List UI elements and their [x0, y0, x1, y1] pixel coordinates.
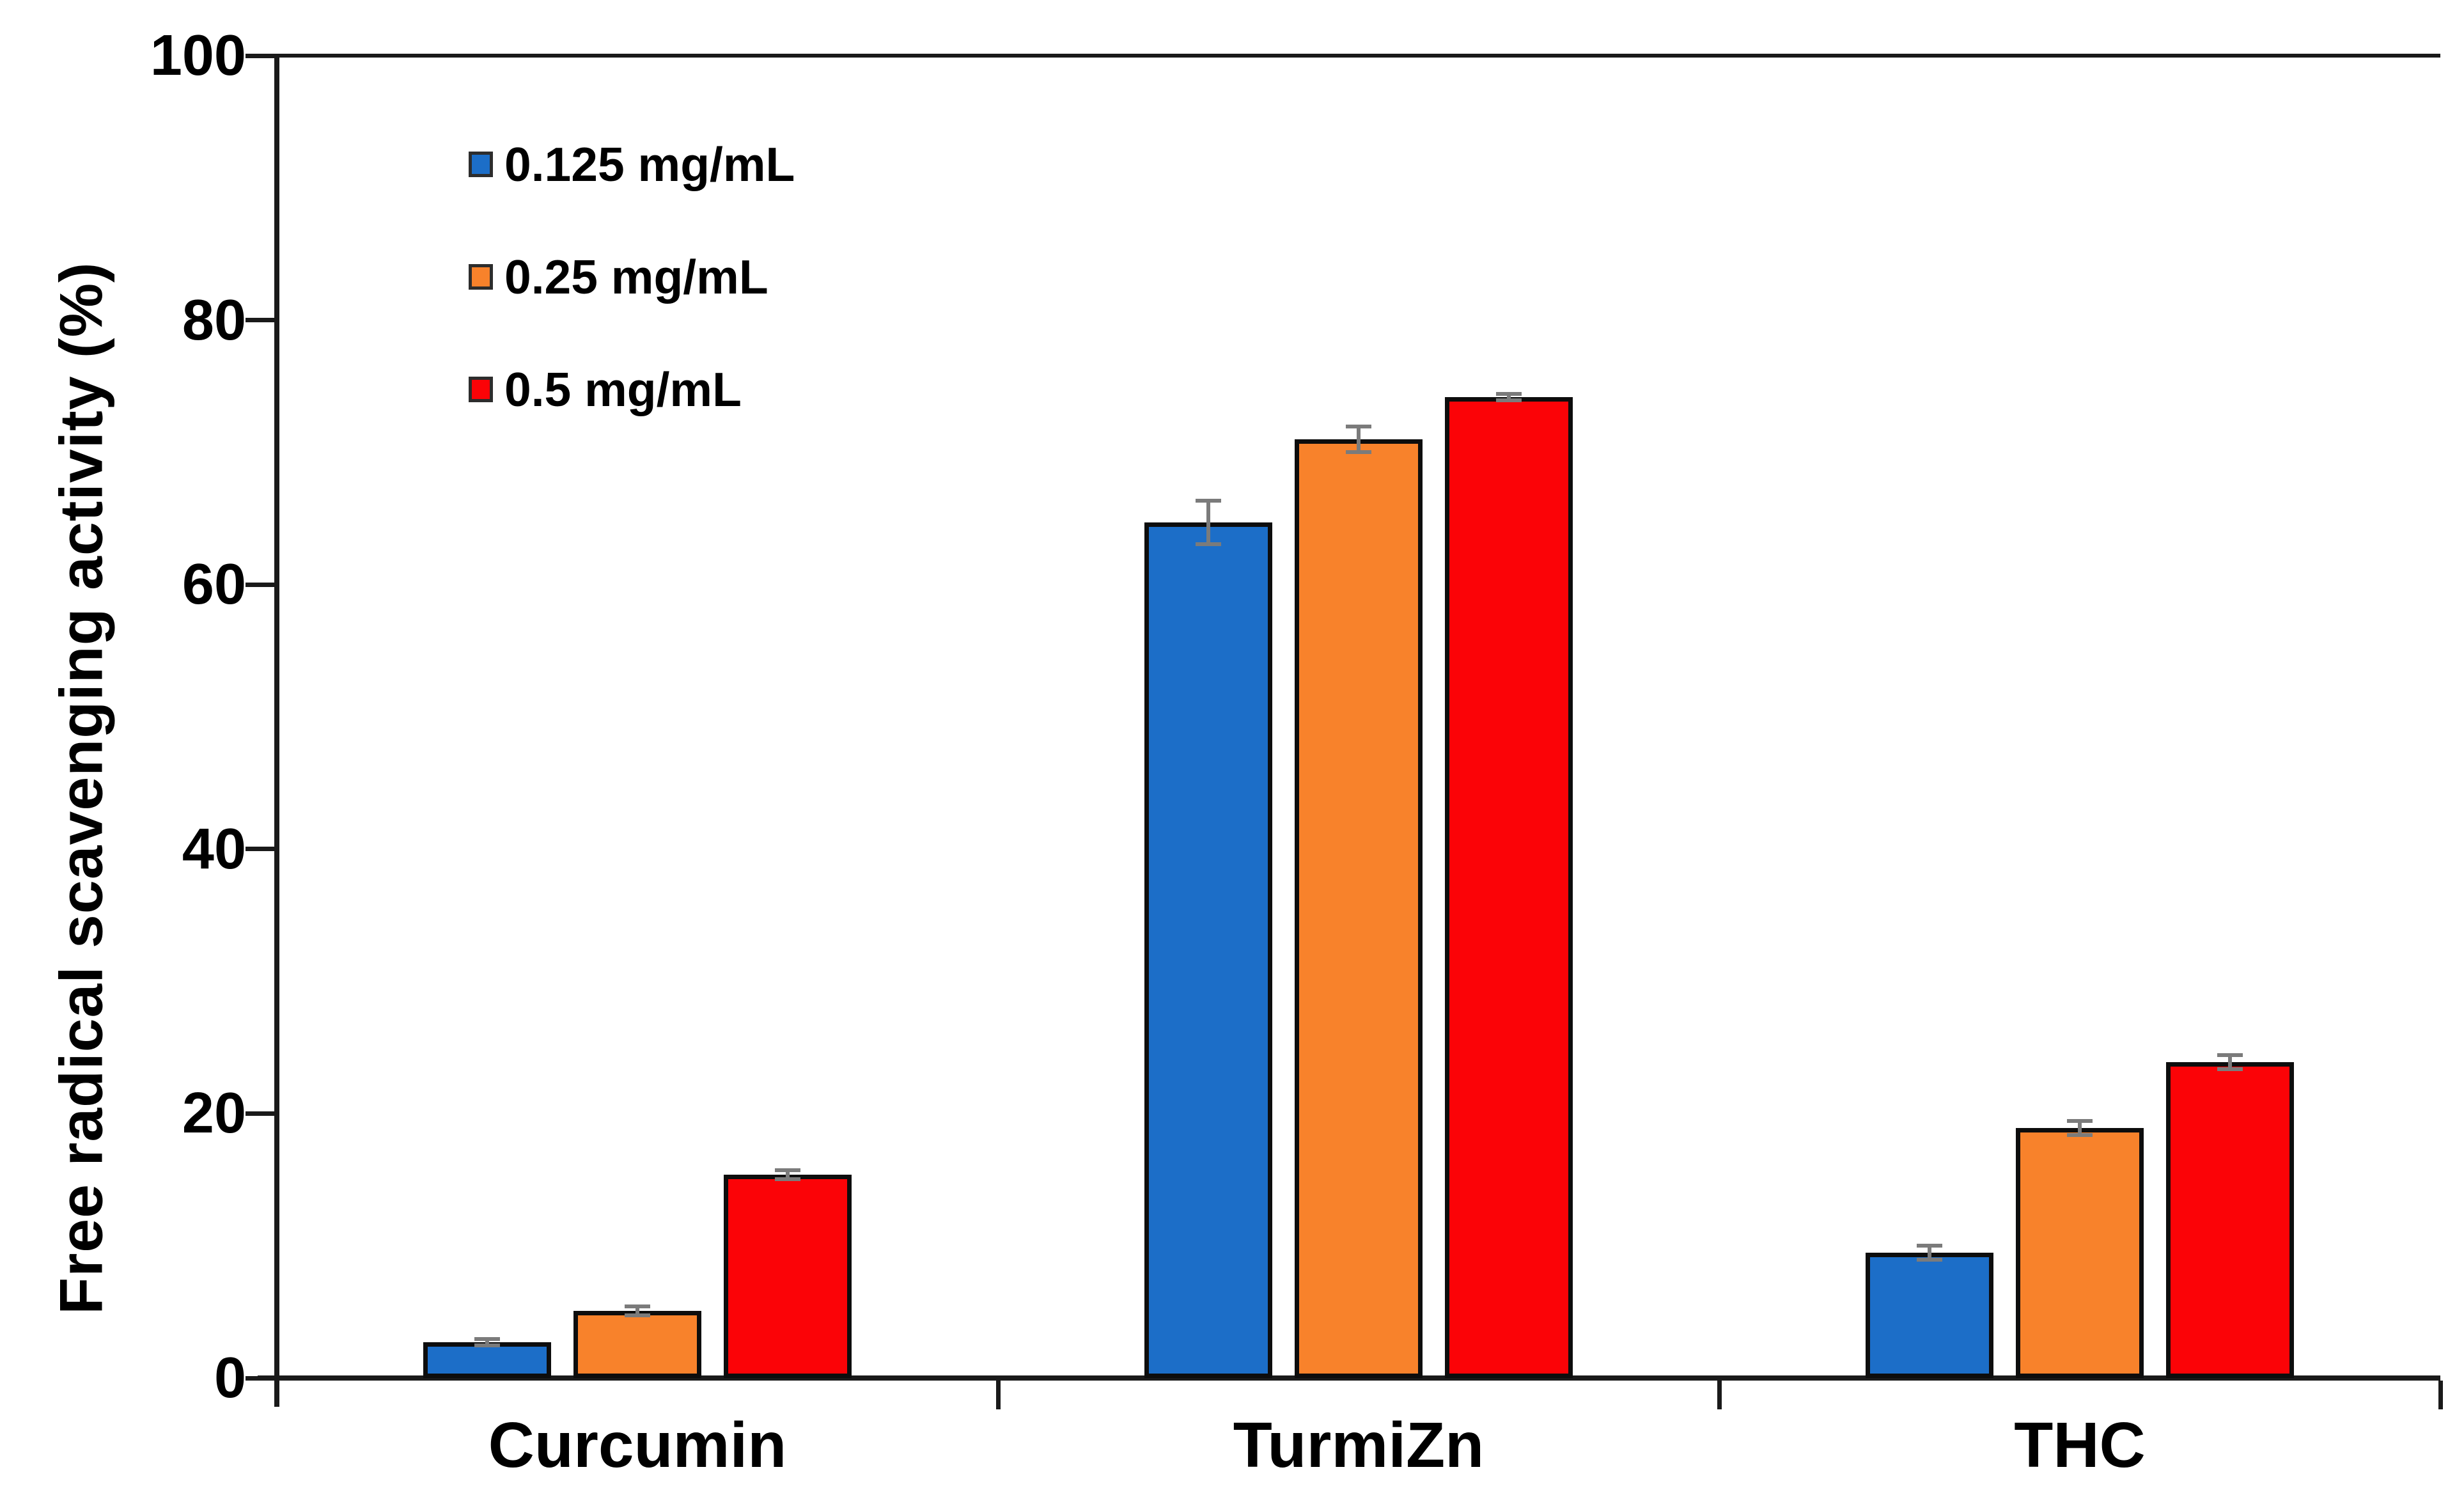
- error-bar-part: [1357, 425, 1361, 454]
- y-axis-title: Free radical scavenging activity (%): [47, 262, 116, 1315]
- error-bar-part: [1507, 392, 1511, 402]
- error-bar: [1346, 425, 1371, 454]
- y-tick-label: 40: [182, 817, 246, 881]
- y-tick-label: 0: [214, 1346, 246, 1410]
- bar-curcumin-0.25: [573, 1311, 701, 1378]
- legend-item: 0.125 mg/mL: [469, 136, 795, 193]
- error-bar: [1496, 392, 1522, 402]
- error-bar-part: [485, 1337, 489, 1347]
- y-tick-mark: [246, 582, 274, 587]
- error-bar-part: [2078, 1119, 2082, 1137]
- error-bar-part: [625, 1313, 650, 1317]
- legend-swatch-icon: [469, 264, 493, 290]
- error-bar-part: [474, 1343, 500, 1347]
- y-axis-line: [274, 56, 279, 1407]
- bar-turmizn-0.125: [1144, 522, 1272, 1378]
- bar-thc-0.25: [2016, 1128, 2144, 1378]
- error-bar-part: [775, 1177, 800, 1181]
- x-tick-mark: [1717, 1381, 1722, 1409]
- y-tick-label: 20: [182, 1081, 246, 1146]
- plot-area: 0 20 40 60 80 100 0.125 mg/mL 0.25 mg/mL 0.5 mg…: [150, 27, 2443, 1409]
- legend-item: 0.25 mg/mL: [469, 248, 795, 306]
- bar-curcumin-0.125: [423, 1342, 551, 1378]
- bar-turmizn-0.25: [1295, 439, 1423, 1378]
- error-bar: [2067, 1119, 2093, 1137]
- bar-thc-0.125: [1866, 1253, 1993, 1378]
- bar-turmizn-0.5: [1445, 397, 1573, 1378]
- legend: 0.125 mg/mL 0.25 mg/mL 0.5 mg/mL: [469, 136, 795, 473]
- error-bar: [474, 1337, 500, 1347]
- error-bar-part: [474, 1337, 500, 1341]
- x-tick-mark: [995, 1381, 1001, 1409]
- error-bar-part: [1928, 1244, 1931, 1262]
- legend-label: 0.5 mg/mL: [504, 362, 742, 416]
- bar-curcumin-0.5: [724, 1175, 852, 1378]
- error-bar-part: [786, 1168, 790, 1181]
- error-bar-part: [1496, 392, 1522, 396]
- error-bar: [2217, 1053, 2243, 1071]
- error-bar-part: [1917, 1244, 1942, 1248]
- legend-label: 0.25 mg/mL: [504, 249, 768, 304]
- bar-thc-0.5: [2166, 1062, 2294, 1378]
- error-bar-part: [2228, 1053, 2232, 1071]
- y-tick-mark: [246, 1375, 274, 1381]
- category-label-curcumin: Curcumin: [488, 1409, 787, 1481]
- error-bar-part: [1196, 499, 1221, 503]
- error-bar: [1196, 499, 1221, 546]
- y-tick-label: 60: [182, 552, 246, 617]
- category-label-turmizn: TurmiZn: [1233, 1409, 1485, 1481]
- error-bar-part: [775, 1168, 800, 1172]
- error-bar-part: [2067, 1119, 2093, 1123]
- error-bar-part: [1206, 499, 1210, 546]
- y-tick-mark: [246, 53, 274, 58]
- error-bar-part: [1917, 1258, 1942, 1262]
- error-bar: [775, 1168, 800, 1181]
- error-bar-part: [2217, 1053, 2243, 1057]
- y-tick-label: 100: [150, 24, 246, 88]
- error-bar: [625, 1304, 650, 1317]
- y-tick-label: 80: [182, 288, 246, 352]
- error-bar-part: [1496, 398, 1522, 402]
- legend-item: 0.5 mg/mL: [469, 361, 795, 418]
- legend-swatch-icon: [469, 377, 493, 402]
- y-tick-mark: [246, 1111, 274, 1116]
- error-bar-part: [2217, 1067, 2243, 1071]
- error-bar: [1917, 1244, 1942, 1262]
- error-bar-part: [1346, 425, 1371, 428]
- x-axis-line: [258, 1375, 2440, 1381]
- error-bar-part: [625, 1304, 650, 1308]
- category-label-thc: THC: [2014, 1409, 2146, 1481]
- error-bar-part: [1196, 542, 1221, 546]
- error-bar-part: [2067, 1133, 2093, 1137]
- error-bar-part: [1346, 450, 1371, 454]
- y-tick-mark: [246, 318, 274, 323]
- plot-top-border-line: [258, 54, 2440, 58]
- x-tick-mark: [2438, 1381, 2443, 1409]
- legend-swatch-icon: [469, 152, 493, 177]
- error-bar-part: [635, 1304, 639, 1317]
- y-tick-mark: [246, 847, 274, 852]
- legend-label: 0.125 mg/mL: [504, 137, 795, 191]
